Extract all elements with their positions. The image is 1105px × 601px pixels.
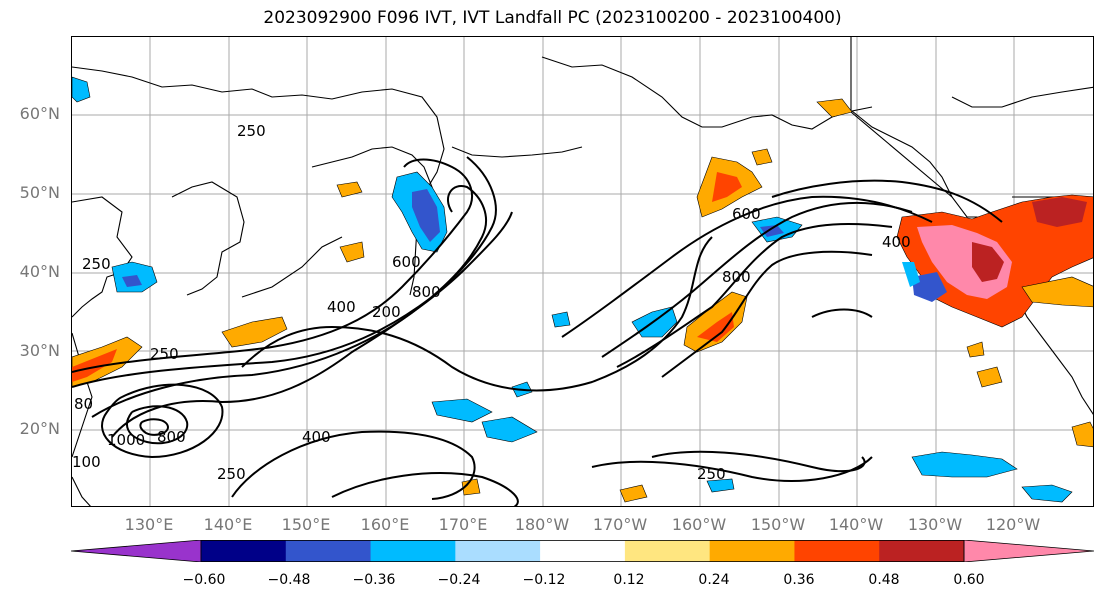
colorbar-cell xyxy=(370,540,456,562)
contour-label: 80 xyxy=(74,395,93,413)
contour-label: 600 xyxy=(732,205,761,223)
colorbar-cell xyxy=(709,540,795,562)
contour-label: 250 xyxy=(150,345,179,363)
lat-label-20: 20°N xyxy=(19,419,60,438)
lon-label-180w: 180°W xyxy=(514,515,570,534)
contour-label: 800 xyxy=(412,283,441,301)
contour-label: 250 xyxy=(697,465,726,483)
contour-label: 1000 xyxy=(107,431,145,449)
contour-label: 200 xyxy=(372,303,401,321)
colorbar-cell xyxy=(624,540,711,562)
contour-label: 400 xyxy=(327,298,356,316)
colorbar xyxy=(70,539,1095,563)
contour-label: 400 xyxy=(882,233,911,251)
colorbar-cell xyxy=(455,540,541,562)
colorbar-tick: −0.12 xyxy=(522,572,566,588)
lon-label-130e: 130°E xyxy=(124,515,174,534)
contour-label: 800 xyxy=(157,428,186,446)
contour-label: 600 xyxy=(392,253,421,271)
colorbar-tick: −0.60 xyxy=(182,572,226,588)
lon-label-130w: 130°W xyxy=(907,515,963,534)
colorbar-tick: 0.12 xyxy=(613,572,645,588)
lon-label-140e: 140°E xyxy=(203,515,253,534)
colorbar-min-extend xyxy=(70,539,202,563)
colorbar-max-extend xyxy=(963,539,1095,563)
lon-label-120w: 120°W xyxy=(985,515,1041,534)
lon-label-170w: 170°W xyxy=(592,515,648,534)
lon-label-160e: 160°E xyxy=(360,515,410,534)
map-title: 2023092900 F096 IVT, IVT Landfall PC (20… xyxy=(263,8,842,28)
graticule xyxy=(72,37,1093,506)
lat-label-30: 30°N xyxy=(19,341,60,360)
colorbar-svg xyxy=(70,539,1095,563)
lon-label-160w: 160°W xyxy=(671,515,727,534)
colorbar-tick: 0.36 xyxy=(783,572,815,588)
lat-label-60: 60°N xyxy=(19,104,60,123)
colorbar-tick: −0.24 xyxy=(437,572,481,588)
lon-label-150e: 150°E xyxy=(281,515,331,534)
colorbar-cell xyxy=(201,540,287,562)
colorbar-frame xyxy=(200,540,965,562)
contour-label: 400 xyxy=(302,428,331,446)
colorbar-cell xyxy=(540,540,626,562)
contour-label: 800 xyxy=(722,268,751,286)
map-canvas: 250 250 250 250 250 400 400 400 600 600 … xyxy=(72,37,1093,506)
lon-label-170e: 170°E xyxy=(438,515,488,534)
colorbar-cell xyxy=(794,540,880,562)
colorbar-tick: −0.48 xyxy=(267,572,311,588)
contour-label: 250 xyxy=(82,255,111,273)
lat-label-50: 50°N xyxy=(19,183,60,202)
map-panel: 250 250 250 250 250 400 400 400 600 600 … xyxy=(71,36,1094,507)
colorbar-cell xyxy=(879,540,965,562)
pc-shading xyxy=(72,76,1093,503)
colorbar-cells xyxy=(70,539,1095,563)
colorbar-tick: 0.60 xyxy=(953,572,985,588)
lon-label-150w: 150°W xyxy=(750,515,806,534)
lat-label-40: 40°N xyxy=(19,262,60,281)
ivt-contours xyxy=(72,156,1003,506)
colorbar-tick: 0.48 xyxy=(868,572,900,588)
contour-label: 100 xyxy=(72,453,101,471)
colorbar-tick: 0.24 xyxy=(698,572,730,588)
colorbar-tick: −0.36 xyxy=(352,572,396,588)
colorbar-cell xyxy=(285,540,372,562)
lon-label-140w: 140°W xyxy=(828,515,884,534)
contour-label: 250 xyxy=(237,122,266,140)
contour-label: 250 xyxy=(217,465,246,483)
contour-label-group: 250 250 250 250 250 400 400 400 600 600 … xyxy=(72,122,911,483)
